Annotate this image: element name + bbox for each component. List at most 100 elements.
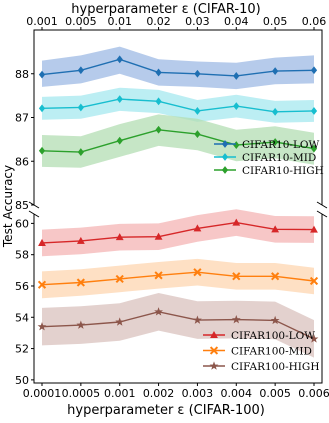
cifar10-ytick-label: 87: [15, 112, 29, 125]
cifar10-point-2-1: [77, 148, 84, 156]
cifar10-legend-label-1: CIFAR10-MID: [242, 152, 316, 164]
cifar100-ytick-label: 52: [15, 343, 29, 356]
cifar100-line-2: [41, 311, 315, 340]
cifar100-band-1: [42, 258, 314, 299]
cifar10-point-2-0: [38, 146, 46, 155]
cifar100-point-1-1: [76, 278, 85, 287]
bottom-chart-xlabel: hyperparameter ε (CIFAR-100): [67, 403, 265, 418]
cifar100-point-2-3: [154, 307, 163, 316]
cifar10-point-0-3: [155, 68, 162, 77]
cifar10-point-1-1: [77, 103, 84, 112]
cifar10-point-1-3: [155, 97, 162, 106]
cifar10-point-2-2: [116, 136, 123, 145]
cifar10-xtick-label: 0.01: [107, 15, 132, 28]
cifar100-point-2-5: [231, 314, 241, 324]
markers-layer: [37, 55, 319, 343]
cifar10-xtick-label: 0.04: [224, 15, 249, 28]
cifar10-ytick-label: 88: [15, 68, 29, 81]
cifar100-ytick-label: 56: [15, 280, 29, 293]
cifar100-legend-label-0: CIFAR100-LOW: [231, 330, 315, 342]
cifar10-point-1-2: [116, 95, 123, 104]
bands-layer: [42, 46, 314, 358]
cifar100-point-0-3: [154, 232, 163, 240]
cifar100-legend-label-1: CIFAR100-MID: [231, 346, 312, 358]
cifar100-ytick-label: 60: [15, 217, 29, 230]
cifar100-xtick-label: 0.0005: [62, 387, 101, 400]
cifar10-band-1: [42, 87, 314, 123]
cifar100-point-2-1: [76, 320, 86, 329]
cifar100-xtick-label: 0.003: [182, 387, 214, 400]
cifar100-point-2-0: [37, 322, 47, 331]
cifar10-point-1-4: [194, 107, 201, 115]
cifar100-xtick-label: 0.001: [104, 387, 136, 400]
cifar10-line-2: [41, 129, 315, 153]
cifar10-point-1-7: [310, 107, 318, 115]
axis-break-mark-right-top: [316, 201, 328, 209]
cifar10-legend-marker-0: [221, 140, 229, 148]
cifar10-band-2: [42, 114, 314, 168]
cifar100-point-1-7: [309, 276, 319, 286]
cifar100-line-1: [41, 271, 315, 286]
cifar100-legend-marker-2: [209, 361, 219, 370]
lines-layer: [41, 58, 315, 340]
cifar10-point-0-1: [77, 66, 84, 75]
cifar100-point-2-4: [193, 315, 202, 324]
cifar100-point-2-2: [115, 317, 125, 326]
cifar100-point-1-2: [115, 274, 124, 284]
cifar10-point-0-5: [233, 72, 240, 80]
cifar100-point-2-7: [309, 334, 319, 343]
axis-break-mark-right-bottom: [316, 210, 328, 218]
cifar100-legend-label-2: CIFAR100-HIGH: [231, 361, 319, 373]
cifar10-line-1: [41, 98, 315, 113]
cifar10-point-1-6: [272, 107, 279, 116]
cifar100-ytick-label: 54: [15, 311, 29, 324]
cifar10-point-1-0: [38, 104, 46, 113]
cifar100-xtick-label: 0.002: [143, 387, 175, 400]
cifar100-ytick-label: 50: [15, 374, 29, 387]
cifar100-point-1-0: [37, 280, 47, 289]
cifar10-point-0-7: [310, 66, 318, 75]
cifar10-band-0: [42, 46, 314, 90]
cifar10-xtick-label: 0.05: [263, 15, 288, 28]
cifar10-point-0-4: [194, 69, 201, 78]
cifar100-xtick-label: 0.005: [259, 387, 291, 400]
cifar100-ytick-label: 58: [15, 249, 29, 262]
cifar100-xtick-label: 0.0001: [23, 387, 62, 400]
cifar100-xtick-label: 0.004: [221, 387, 253, 400]
cifar100-point-1-6: [271, 272, 280, 281]
cifar10-legend-label-0: CIFAR10-LOW: [242, 139, 320, 151]
cifar10-xtick-label: 0.06: [302, 15, 327, 28]
cifar100-axes-frame: [33, 214, 323, 384]
cifar10-point-0-0: [38, 70, 46, 79]
cifar10-xtick-label: 0.001: [26, 15, 58, 28]
cifar100-line-0: [41, 221, 315, 244]
cifar100-legend-marker-1: [209, 346, 219, 355]
cifar10-point-2-7: [310, 144, 318, 153]
cifar100-point-0-0: [38, 238, 46, 246]
cifar10-legend-marker-1: [221, 153, 229, 161]
cifar100-point-0-5: [232, 218, 241, 226]
cifar100-legend-marker-0: [210, 330, 218, 339]
cifar10-xtick-label: 0.005: [65, 15, 97, 28]
cifar10-point-0-6: [272, 67, 279, 76]
cifar100-point-1-3: [154, 271, 163, 280]
cifar10-line-0: [41, 58, 315, 77]
cifar100-xtick-label: 0.006: [298, 387, 329, 400]
cifar100-point-0-1: [76, 236, 85, 244]
cifar10-ytick-label: 86: [15, 155, 29, 168]
cifar100-point-0-7: [310, 225, 318, 233]
cifar10-point-2-4: [194, 130, 201, 139]
cifar10-ytick-label: 85: [15, 199, 29, 212]
axes-layer: 85 86 87 88 0.001 0.005 0.01 0.02 0.03 0.04 0.05 0.…: [15, 15, 329, 400]
cifar100-point-0-4: [193, 224, 202, 232]
cifar10-point-2-3: [155, 125, 162, 134]
cifar10-point-0-2: [116, 55, 123, 64]
cifar100-point-0-2: [115, 233, 124, 241]
top-chart-title: hyperparameter ε (CIFAR-10): [71, 2, 260, 17]
cifar10-legend-marker-2: [221, 166, 229, 174]
cifar10-legend-label-2: CIFAR10-HIGH: [242, 165, 324, 177]
cifar10-xtick-label: 0.02: [146, 15, 171, 28]
